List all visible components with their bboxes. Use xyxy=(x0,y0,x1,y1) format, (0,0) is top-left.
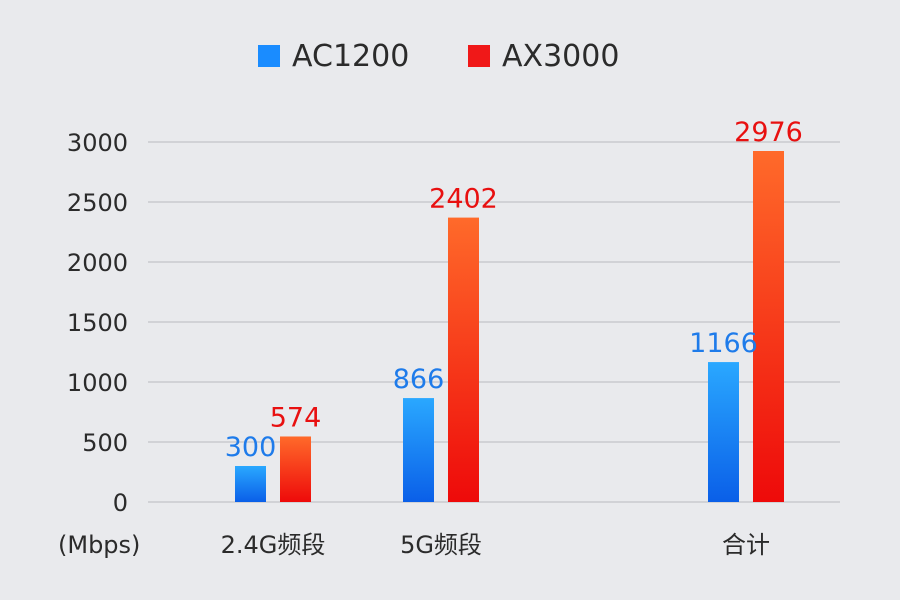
x-category-label: 合计 xyxy=(722,531,770,559)
legend-label-ac1200: AC1200 xyxy=(292,39,409,74)
x-axis-categories: 2.4G频段 5G频段 合计 xyxy=(221,531,770,559)
value-label-ax3000: 2976 xyxy=(734,117,803,148)
legend-label-ax3000: AX3000 xyxy=(502,39,619,74)
x-category-label: 2.4G频段 xyxy=(221,531,326,559)
bars xyxy=(235,151,784,502)
value-label-ac1200: 300 xyxy=(225,432,277,463)
value-label-ax3000: 574 xyxy=(270,402,322,433)
y-axis-ticks: 0 500 1000 1500 2000 2500 3000 xyxy=(67,129,128,517)
bar-ax3000-0 xyxy=(280,436,311,502)
y-tick-label: 1000 xyxy=(67,369,128,397)
legend-swatch-ac1200 xyxy=(258,45,280,67)
value-label-ax3000: 2402 xyxy=(429,184,498,215)
bar-ac1200-2 xyxy=(708,362,739,502)
legend-swatch-ax3000 xyxy=(468,45,490,67)
y-tick-label: 1500 xyxy=(67,309,128,337)
y-tick-label: 500 xyxy=(82,429,128,457)
x-category-label: 5G频段 xyxy=(400,531,482,559)
y-tick-label: 3000 xyxy=(67,129,128,157)
bar-ac1200-1 xyxy=(403,398,434,502)
bar-ax3000-2 xyxy=(753,151,784,502)
y-tick-label: 2500 xyxy=(67,189,128,217)
gridlines xyxy=(148,141,840,503)
bar-ax3000-1 xyxy=(448,217,479,502)
unit-label: (Mbps) xyxy=(58,531,140,559)
y-tick-label: 2000 xyxy=(67,249,128,277)
bar-ac1200-0 xyxy=(235,466,266,502)
legend: AC1200 AX3000 xyxy=(258,39,619,74)
value-label-ac1200: 1166 xyxy=(689,328,758,359)
y-tick-label: 0 xyxy=(113,489,128,517)
value-label-ac1200: 866 xyxy=(393,364,445,395)
